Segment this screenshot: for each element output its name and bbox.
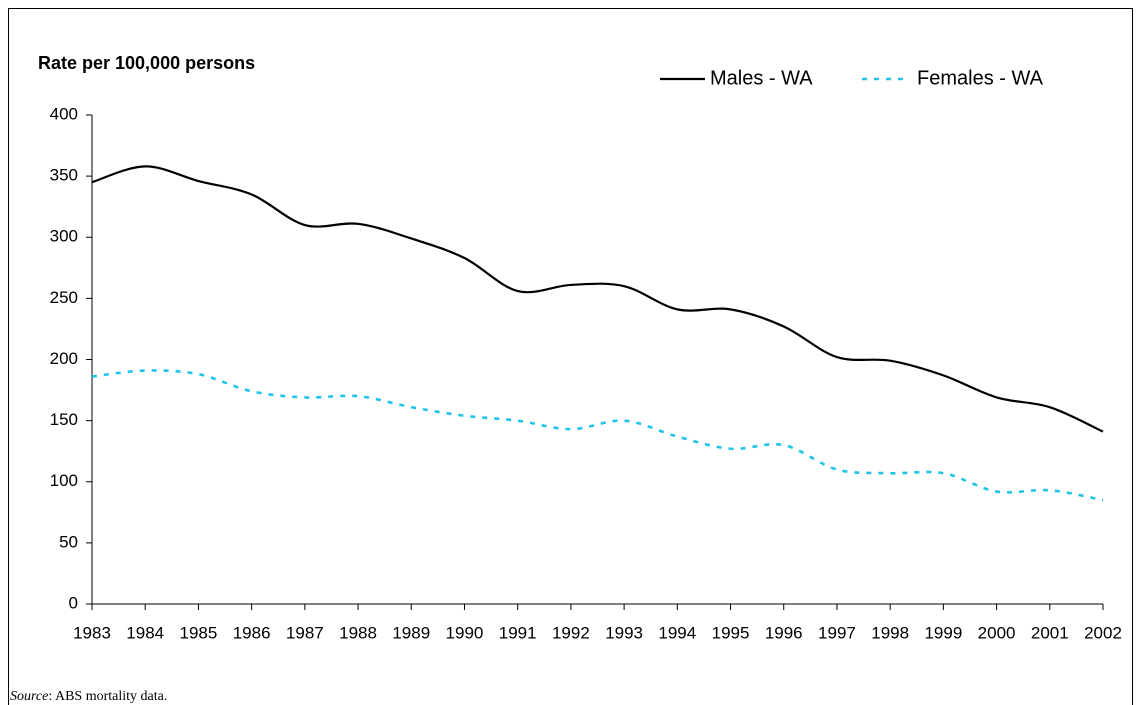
y-tick-label: 400 (50, 104, 78, 123)
x-tick-label: 1986 (233, 623, 271, 642)
y-tick-label: 100 (50, 471, 78, 490)
data-line (91, 165, 1104, 433)
x-tick-label: 1988 (339, 623, 377, 642)
x-tick-label: 2001 (1031, 623, 1069, 642)
x-tick-label: 1999 (924, 623, 962, 642)
x-tick-label: 1984 (126, 623, 164, 642)
source-text: : ABS mortality data. (48, 689, 167, 704)
data-line (91, 369, 1104, 502)
y-tick-label: 300 (50, 227, 78, 246)
x-tick-label: 1995 (712, 623, 750, 642)
x-tick-label: 1992 (552, 623, 590, 642)
y-axis-title: Rate per 100,000 persons (38, 53, 255, 73)
x-tick-label: 1991 (499, 623, 537, 642)
x-tick-label: 1997 (818, 623, 856, 642)
x-tick-label: 1994 (658, 623, 696, 642)
x-tick-label: 1987 (286, 623, 324, 642)
source-label: Source (10, 689, 48, 704)
x-tick-label: 1996 (765, 623, 803, 642)
x-tick-label: 1990 (446, 623, 484, 642)
legend-label: Females - WA (917, 67, 1044, 89)
y-tick-label: 0 (69, 593, 78, 612)
x-tick-label: 1989 (392, 623, 430, 642)
x-tick-label: 1998 (871, 623, 909, 642)
chart-frame (8, 8, 1133, 705)
x-tick-label: 2000 (978, 623, 1016, 642)
y-tick-label: 350 (50, 166, 78, 185)
x-tick-label: 2002 (1084, 623, 1122, 642)
y-tick-label: 200 (50, 349, 78, 368)
y-tick-label: 250 (50, 288, 78, 307)
source-note: Source: ABS mortality data. (10, 689, 167, 704)
x-tick-label: 1983 (73, 623, 111, 642)
y-tick-label: 150 (50, 410, 78, 429)
x-tick-label: 1993 (605, 623, 643, 642)
x-tick-label: 1985 (180, 623, 218, 642)
y-tick-label: 50 (59, 532, 78, 551)
legend-label: Males - WA (710, 67, 813, 89)
